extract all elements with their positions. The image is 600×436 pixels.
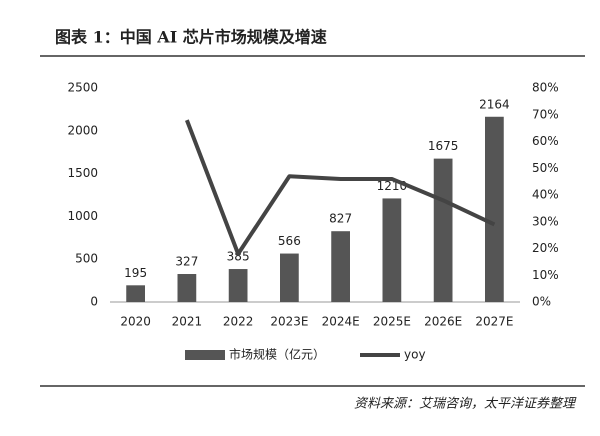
source: 资料来源：艾瑞咨询，太平洋证券整理: [354, 397, 577, 412]
y-tick-label: 2500: [67, 81, 98, 95]
x-tick-label: 2026E: [424, 315, 462, 329]
y-tick-label: 500: [75, 252, 98, 266]
y2-tick-label: 0%: [532, 295, 551, 309]
value-label: 385: [227, 250, 250, 264]
y2-tick-label: 50%: [532, 161, 559, 175]
x-tick-label: 2021: [172, 315, 203, 329]
y-tick-label: 1500: [67, 166, 98, 180]
y2-tick-label: 70%: [532, 107, 559, 121]
x-tick-label: 2025E: [373, 315, 411, 329]
value-label: 2164: [479, 97, 510, 111]
value-label: 1675: [428, 139, 459, 153]
y2-tick-label: 40%: [532, 188, 559, 202]
legend-label: yoy: [404, 348, 426, 362]
legend-swatch: [185, 350, 225, 360]
line: [185, 119, 496, 256]
value-label: 566: [278, 234, 301, 248]
x-tick-label: 2020: [120, 315, 151, 329]
y2-tick-label: 10%: [532, 268, 559, 282]
y2-tick-label: 20%: [532, 241, 559, 255]
bar: [228, 269, 248, 302]
bar: [280, 253, 299, 302]
y-tick-label: 1000: [67, 209, 98, 223]
bar: [177, 274, 197, 302]
value-label: 327: [175, 255, 198, 269]
chart-title: 图表 1：中国 AI 芯片市场规模及增速: [55, 28, 327, 47]
y2-tick-label: 60%: [532, 134, 559, 148]
bar: [331, 231, 350, 302]
x-tick-label: 2024E: [322, 315, 360, 329]
value-label: 195: [124, 266, 147, 280]
y2-tick-label: 80%: [532, 81, 559, 95]
x-tick-label: 2022: [223, 315, 254, 329]
y-tick-label: 2000: [67, 123, 98, 137]
value-label: 827: [329, 212, 352, 226]
bar: [126, 285, 145, 302]
legend-label: 市场规模（亿元）: [229, 347, 325, 362]
x-tick-label: 2027E: [475, 315, 513, 329]
y2-tick-label: 30%: [532, 214, 559, 228]
y-tick-label: 0: [90, 295, 98, 309]
x-tick-label: 2023E: [270, 315, 308, 329]
bar: [433, 158, 453, 302]
bar: [382, 198, 402, 302]
bar: [485, 116, 504, 302]
